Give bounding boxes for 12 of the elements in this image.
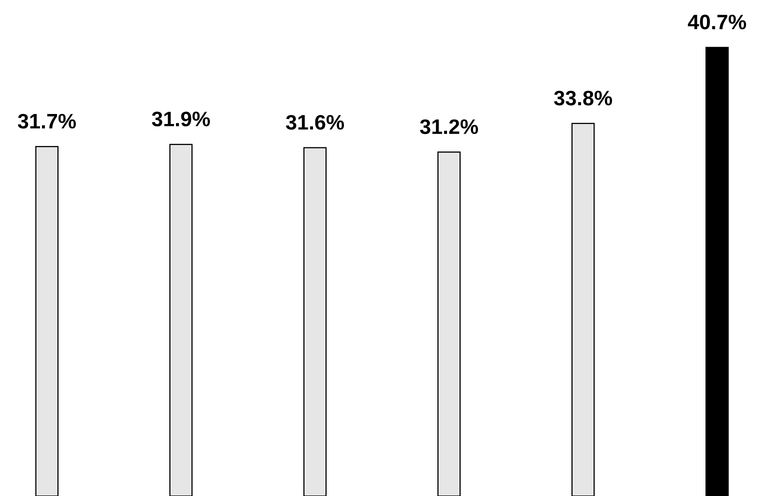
bar — [169, 144, 193, 496]
data-label: 33.8% — [554, 90, 612, 106]
data-label: 31.9% — [152, 112, 210, 126]
bar — [705, 46, 729, 496]
bar — [437, 152, 461, 496]
data-label: 31.7% — [18, 114, 76, 129]
bar — [35, 146, 59, 496]
data-label: 31.6% — [286, 114, 344, 130]
bar — [303, 147, 327, 496]
data-label: 40.7% — [688, 14, 746, 30]
bar — [571, 122, 595, 496]
data-label: 31.2% — [420, 119, 478, 134]
